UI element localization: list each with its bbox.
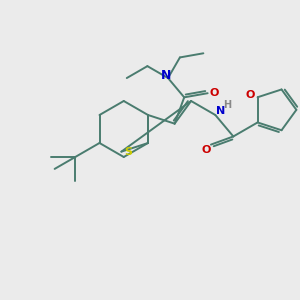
Text: O: O — [246, 90, 255, 100]
Text: N: N — [216, 106, 225, 116]
Text: N: N — [161, 68, 171, 82]
Text: S: S — [124, 147, 132, 157]
Text: H: H — [223, 100, 231, 110]
Text: O: O — [201, 145, 211, 154]
Text: O: O — [210, 88, 219, 98]
